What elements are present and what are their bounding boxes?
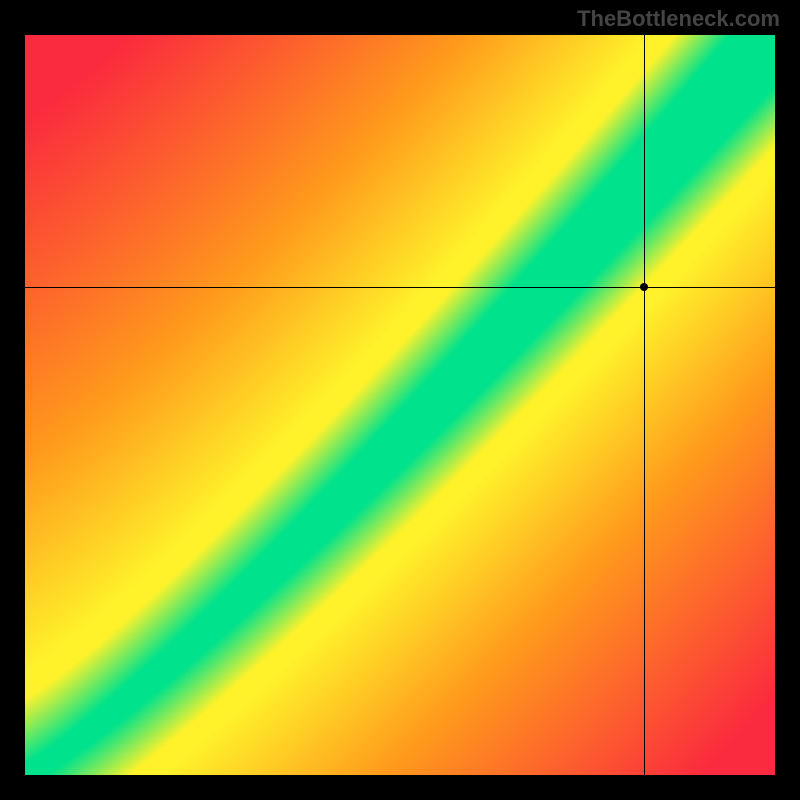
chart-container: TheBottleneck.com (0, 0, 800, 800)
watermark-text: TheBottleneck.com (577, 6, 780, 32)
heatmap-canvas (25, 35, 775, 775)
heatmap-plot (25, 35, 775, 775)
crosshair-vertical (644, 35, 645, 775)
crosshair-point (640, 283, 648, 291)
crosshair-horizontal (25, 287, 775, 288)
